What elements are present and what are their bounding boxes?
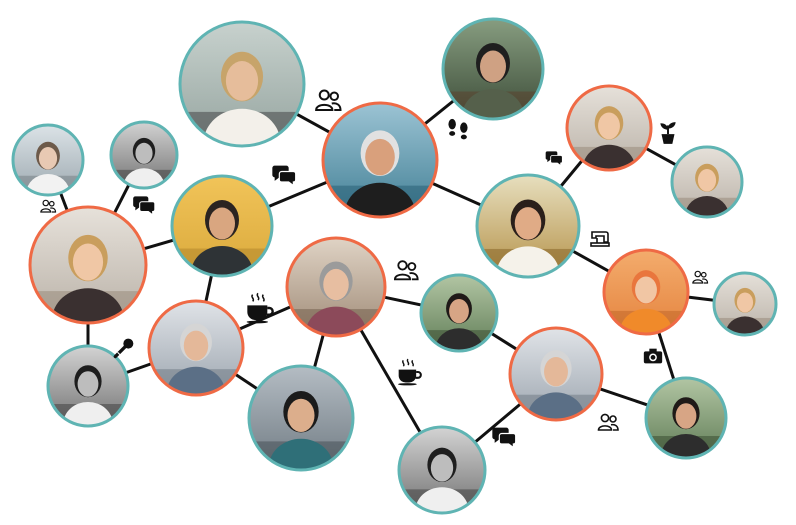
person-node-woman-on-bike[interactable] bbox=[176, 18, 308, 150]
plant-icon bbox=[655, 120, 681, 146]
person-photo bbox=[475, 173, 581, 279]
person-photo bbox=[247, 364, 355, 472]
person-photo bbox=[565, 84, 653, 172]
person-photo bbox=[419, 273, 499, 353]
person-node-laughing-woman[interactable] bbox=[395, 423, 489, 517]
person-photo bbox=[508, 326, 604, 422]
person-photo bbox=[147, 299, 245, 397]
person-node-blonde-woman[interactable] bbox=[26, 203, 150, 327]
people-icon bbox=[392, 256, 420, 284]
person-photo bbox=[170, 174, 274, 278]
person-photo bbox=[178, 20, 306, 148]
person-photo bbox=[712, 271, 778, 337]
person-node-smiling-older-woman[interactable] bbox=[563, 82, 655, 174]
person-photo bbox=[109, 120, 179, 190]
person-node-man-with-scarf[interactable] bbox=[168, 172, 276, 280]
people-icon bbox=[596, 410, 620, 434]
person-node-man-drinking-coffee[interactable] bbox=[245, 362, 357, 474]
people-icon bbox=[691, 268, 709, 286]
person-node-woman-red-hair[interactable] bbox=[600, 246, 692, 338]
person-node-woman-with-camera[interactable] bbox=[642, 374, 730, 462]
person-node-woman-in-field[interactable] bbox=[473, 171, 583, 281]
speech-bubbles-icon bbox=[544, 148, 564, 168]
person-photo bbox=[670, 145, 744, 219]
footprints-icon bbox=[444, 116, 472, 144]
person-photo bbox=[644, 376, 728, 460]
speech-bubbles-icon bbox=[131, 192, 157, 218]
person-node-hiker[interactable] bbox=[439, 15, 547, 123]
person-node-musician-on-stage[interactable] bbox=[44, 342, 132, 430]
person-node-girl-in-white[interactable] bbox=[107, 118, 181, 192]
sewing-machine-icon bbox=[588, 226, 612, 250]
person-node-grandma-baking[interactable] bbox=[283, 234, 389, 340]
microphone-icon bbox=[111, 336, 137, 362]
person-photo bbox=[28, 205, 148, 325]
speech-bubbles-icon bbox=[490, 423, 518, 451]
camera-icon bbox=[642, 345, 664, 367]
person-node-woman-sewing[interactable] bbox=[506, 324, 606, 424]
person-photo bbox=[46, 344, 130, 428]
person-photo bbox=[602, 248, 690, 336]
person-node-man-with-guitar[interactable] bbox=[145, 297, 247, 399]
person-photo bbox=[285, 236, 387, 338]
coffee-cup-icon bbox=[394, 358, 422, 386]
person-photo bbox=[441, 17, 545, 121]
people-icon bbox=[39, 197, 57, 215]
speech-bubbles-icon bbox=[270, 161, 298, 189]
person-photo bbox=[321, 101, 439, 219]
person-node-gardener[interactable] bbox=[417, 271, 501, 355]
person-node-woman-arms-raised[interactable] bbox=[9, 121, 87, 199]
person-node-man-surfing[interactable] bbox=[319, 99, 441, 221]
person-node-young-woman[interactable] bbox=[710, 269, 780, 339]
coffee-cup-icon bbox=[242, 292, 274, 324]
person-node-woman-holding-leaf[interactable] bbox=[668, 143, 746, 221]
people-icon bbox=[313, 85, 343, 115]
person-photo bbox=[11, 123, 85, 197]
person-photo bbox=[397, 425, 487, 515]
